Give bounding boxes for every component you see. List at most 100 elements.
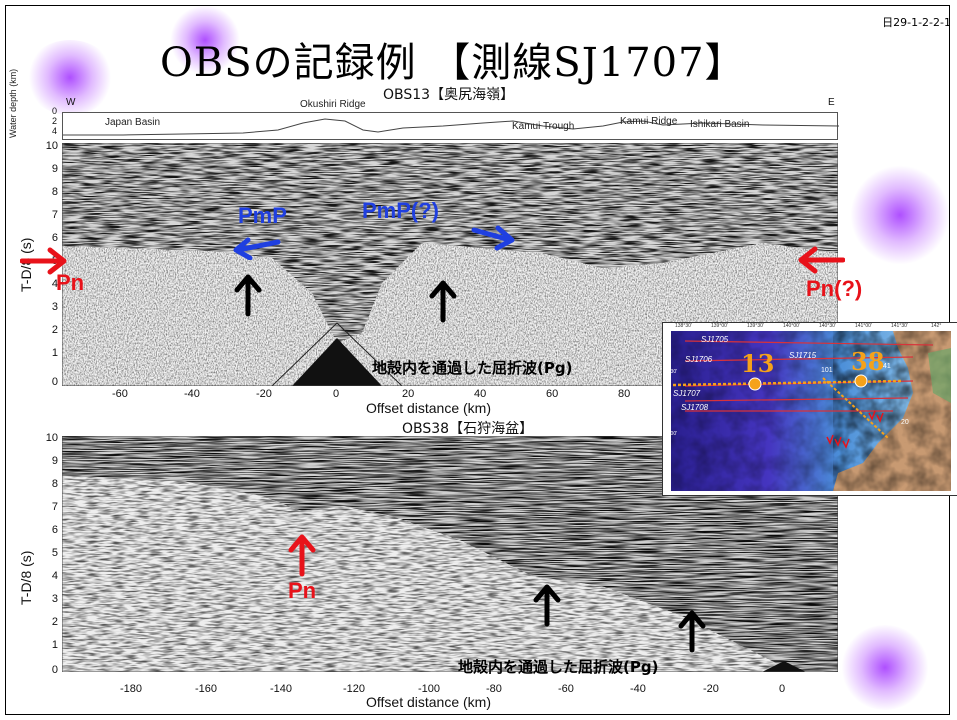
section1-x-tick: -40 <box>184 388 200 400</box>
pn-label-section2: Pn <box>288 578 317 603</box>
bathymetry-line <box>63 118 839 136</box>
depth-tick: 4 <box>52 126 58 136</box>
seismic-record-obs38 <box>62 436 838 672</box>
purple-glow-decoration <box>850 165 950 265</box>
section1-x-tick: 20 <box>402 388 415 400</box>
bathymetry-profile <box>62 112 839 140</box>
west-label: W <box>66 97 76 108</box>
section2-y-tick: 2 <box>51 616 58 628</box>
line-label-sj1707: SJ1707 <box>673 389 701 398</box>
section2-x-tick: -20 <box>703 683 719 695</box>
section1-y-tick: 1 <box>51 347 58 359</box>
section2-x-tick: -180 <box>120 683 143 695</box>
pn-left-label: Pn <box>56 270 85 295</box>
depth-tick: 2 <box>52 116 58 126</box>
lon-tick: 139°30' <box>747 323 764 329</box>
station-label-41: 41 <box>883 363 891 370</box>
section2-x-tick: -160 <box>195 683 218 695</box>
lon-tick: 142° <box>931 323 942 329</box>
pn-right-red-arrow <box>798 246 845 274</box>
pg-label-section1: 地殻内を通過した屈折波(Pg) <box>372 359 573 377</box>
black-up-arrow <box>678 610 706 653</box>
black-up-arrow <box>533 584 561 627</box>
pn-left-red-arrow <box>20 247 67 275</box>
section2-y-tick: 1 <box>51 639 58 651</box>
section2-x-tick: -120 <box>343 683 366 695</box>
pmp-left-blue-arrow <box>233 237 281 260</box>
section2-y-tick: 8 <box>51 478 58 490</box>
section2-y-tick: 4 <box>51 570 58 582</box>
section2-y-tick: 0 <box>51 664 58 676</box>
seismic-record-obs13 <box>62 143 838 386</box>
section1-y-tick: 8 <box>51 186 58 198</box>
section2-y-tick: 7 <box>51 501 58 513</box>
section2-x-tick: -100 <box>418 683 441 695</box>
obs13-map-label: 13 <box>741 349 775 378</box>
black-up-arrow <box>234 274 262 317</box>
section1-title: OBS13【奥尻海嶺】 <box>383 87 515 103</box>
lon-tick: 141°30' <box>891 323 908 329</box>
section1-y-tick: 2 <box>51 324 58 336</box>
section2-y-axis-label: T-D/8 (s) <box>18 550 34 605</box>
section1-y-tick: 3 <box>51 301 58 313</box>
purple-glow-decoration <box>840 625 930 710</box>
section2-title: OBS38【石狩海盆】 <box>402 421 534 437</box>
lon-tick: 140°30' <box>819 323 836 329</box>
line-label-sj1705: SJ1705 <box>701 335 729 344</box>
pmp-right-label: PmP(?) <box>362 198 439 223</box>
slide-title: OBSの記録例 【測線SJ1707】 <box>160 40 746 86</box>
section2-y-tick: 9 <box>51 455 58 467</box>
lon-tick: 141°00' <box>855 323 872 329</box>
pn-red-up-arrow <box>288 534 316 577</box>
pmp-right-blue-arrow <box>471 225 515 251</box>
section1-x-tick: 60 <box>546 388 559 400</box>
section1-x-axis-label: Offset distance (km) <box>366 400 492 416</box>
section2-x-tick: -140 <box>270 683 293 695</box>
section1-x-tick: 80 <box>618 388 631 400</box>
section2-x-tick: -80 <box>486 683 502 695</box>
section2-y-tick: 10 <box>45 432 58 444</box>
section2-x-tick: -40 <box>630 683 646 695</box>
section2-x-tick: 0 <box>779 683 786 695</box>
black-up-arrow <box>429 280 457 323</box>
line-label-sj1708: SJ1708 <box>681 403 709 412</box>
section2-x-tick: -60 <box>558 683 574 695</box>
lon-tick: 139°00' <box>711 323 728 329</box>
section1-y-tick: 10 <box>45 140 58 152</box>
okushiri-ridge-label: Okushiri Ridge <box>300 99 366 110</box>
inset-map-graphic <box>663 323 957 495</box>
slide-id-label: 日29-1-2-2-1 <box>882 16 951 29</box>
lon-tick: 140°00' <box>783 323 800 329</box>
lat-tick: 43°30' <box>663 369 678 375</box>
section2-y-tick: 5 <box>51 547 58 559</box>
section1-y-tick: 7 <box>51 209 58 221</box>
section1-x-tick: -60 <box>112 388 128 400</box>
lat-tick: 43°00' <box>663 431 678 437</box>
section2-y-tick: 3 <box>51 593 58 605</box>
line-label-sj1715: SJ1715 <box>789 351 817 360</box>
depth-tick: 0 <box>52 106 58 116</box>
lon-tick: 138°30' <box>675 323 692 329</box>
section1-x-tick: 0 <box>333 388 340 400</box>
kamui-trough-label: Kamui Trough <box>512 121 575 132</box>
ishikari-basin-label: Ishikari Basin <box>690 119 750 130</box>
pn-right-label: Pn(?) <box>806 276 863 301</box>
east-label: E <box>828 97 835 108</box>
section1-x-tick: -20 <box>256 388 272 400</box>
obs38-map-label: 38 <box>851 347 885 376</box>
section2-x-axis-label: Offset distance (km) <box>366 694 492 710</box>
kamui-ridge-text: Kamui Ridge <box>620 116 678 127</box>
inset-location-map: 13 38 SJ1705 SJ1706 SJ1707 SJ1708 SJ1715… <box>662 322 957 496</box>
section1-y-tick: 6 <box>51 232 58 244</box>
pmp-left-label: PmP <box>238 203 287 228</box>
section1-y-tick: 0 <box>51 376 58 388</box>
section1-x-tick: 40 <box>474 388 487 400</box>
station-label-101: 101 <box>821 367 833 374</box>
japan-basin-label: Japan Basin <box>105 117 161 128</box>
section1-y-tick: 9 <box>51 163 58 175</box>
station-label-20: 20 <box>901 419 909 426</box>
okushiri-ridge-text: Okushiri Ridge <box>300 99 366 110</box>
section2-y-tick: 6 <box>51 524 58 536</box>
section1-y-tick: 4 <box>51 278 58 290</box>
kamui-ridge-label: Kamui Ridge <box>620 116 677 127</box>
